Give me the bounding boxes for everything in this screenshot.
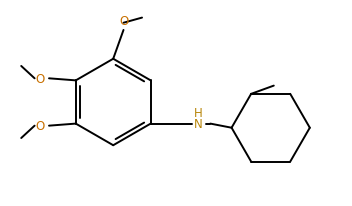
Text: O: O [35,73,44,85]
Text: N: N [194,118,203,130]
Text: O: O [119,15,128,28]
Text: O: O [35,119,44,132]
Text: H: H [194,107,203,120]
